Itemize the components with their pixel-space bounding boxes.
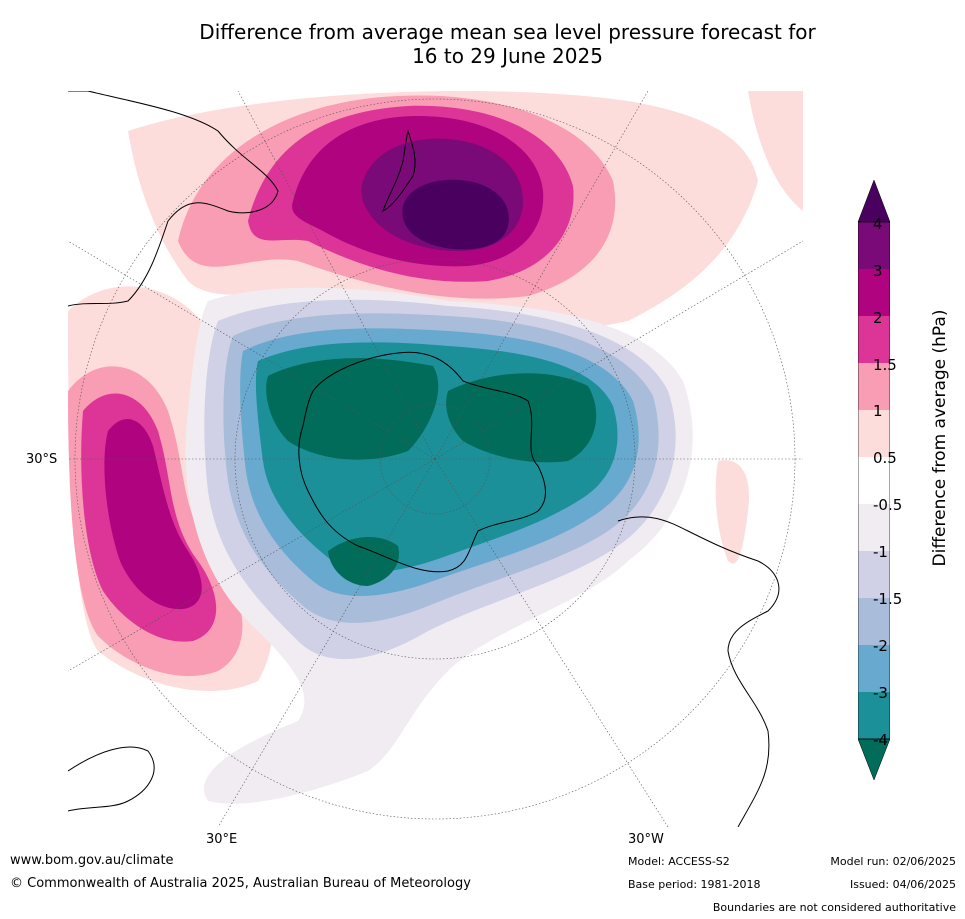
colorbar-tick: 1: [873, 402, 883, 420]
colorbar-label: Difference from average (hPa): [930, 309, 950, 567]
antarctica-coast: [298, 351, 546, 573]
colorbar-tick: -1: [873, 543, 888, 561]
model-run-text: Model run: 02/06/2025: [830, 855, 956, 868]
graticule: [68, 91, 803, 827]
lat-label-30s: 30°S: [26, 452, 58, 467]
model-text: Model: ACCESS-S2: [628, 855, 730, 868]
anomaly-negative-4b: [446, 373, 597, 463]
colorbar-svg: [858, 180, 890, 781]
colorbar-tick: -4: [873, 731, 888, 749]
nz-coast: [382, 129, 416, 212]
africa-coast: [68, 746, 155, 812]
disclaimer-text: Boundaries are not considered authoritat…: [712, 901, 956, 914]
anomaly-positive-light-ne: [748, 91, 803, 211]
coastlines: [68, 91, 780, 827]
issued-text: Issued: 04/06/2025: [849, 878, 956, 891]
lon-label-30w: 30°W: [628, 832, 664, 847]
australia-coast: [68, 91, 279, 307]
anomaly-negative-4a: [266, 358, 439, 460]
title-line-2: 16 to 29 June 2025: [412, 44, 603, 68]
title-line-1: Difference from average mean sea level p…: [199, 20, 816, 44]
colorbar-tick: -0.5: [873, 496, 903, 514]
copyright-text: © Commonwealth of Australia 2025, Austra…: [10, 876, 471, 891]
colorbar-legend: 4 3 2 1.5 1 0.5 -0.5 -1 -1.5 -2 -3 -4 Di…: [840, 180, 960, 790]
colorbar-tick: 3: [873, 262, 883, 280]
map-svg: [68, 91, 803, 827]
colorbar-tick: -2: [873, 637, 888, 655]
base-period-text: Base period: 1981-2018: [628, 878, 761, 891]
south-america-coast: [617, 516, 780, 827]
anomaly-positive-north-max: [402, 179, 509, 250]
colorbar-tick: 2: [873, 309, 883, 327]
colorbar-tick: 1.5: [873, 356, 897, 374]
anomaly-positive-light-east: [715, 460, 749, 564]
colorbar-tick: -3: [873, 684, 888, 702]
anomaly-positive-west-3: [104, 419, 202, 610]
lon-label-30e: 30°E: [206, 832, 238, 847]
pressure-anomaly-map: [68, 91, 803, 827]
map-title: Difference from average mean sea level p…: [0, 20, 965, 68]
anomaly-negative-4c: [328, 536, 399, 586]
colorbar-tick: -1.5: [873, 590, 903, 608]
colorbar-tick: 4: [873, 215, 883, 233]
website-link[interactable]: www.bom.gov.au/climate: [10, 853, 174, 868]
colorbar-tick: 0.5: [873, 449, 897, 467]
